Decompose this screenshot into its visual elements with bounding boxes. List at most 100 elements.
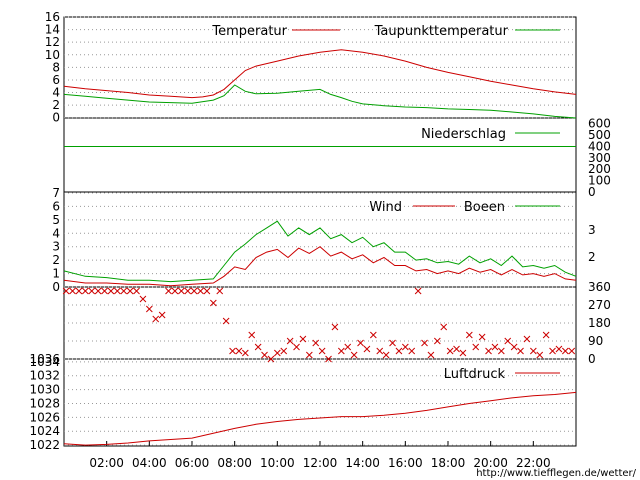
direction-point <box>165 287 172 295</box>
direction-point <box>299 335 307 343</box>
direction-point <box>69 287 76 295</box>
direction-point <box>113 287 121 295</box>
y-tick-label: 500 <box>588 128 611 142</box>
direction-point <box>280 347 288 355</box>
y-tick-label: 16 <box>45 10 60 24</box>
x-tick-label: 08:00 <box>217 456 252 470</box>
x-tick-label: 12:00 <box>303 456 338 470</box>
direction-point <box>510 343 518 351</box>
y-tick-label: 8 <box>52 60 60 74</box>
direction-point <box>433 337 441 345</box>
series-line-taupunkttemperatur <box>63 84 577 119</box>
legend-label-boeen: Boeen <box>464 200 505 215</box>
y-tick-label: 1036 <box>29 352 60 366</box>
footer-url: http://www.tiefflegen.de/wetter/ <box>476 468 636 479</box>
x-tick-label: 16:00 <box>388 456 423 470</box>
y-tick-label: 3 <box>52 240 60 254</box>
direction-point <box>267 355 275 363</box>
direction-point <box>101 287 108 295</box>
direction-point <box>549 347 556 355</box>
direction-point <box>357 339 364 347</box>
legends: Temperatur Taupunkttemperatur Niederschlag… <box>211 24 560 382</box>
direction-point <box>427 351 435 359</box>
direction-point <box>88 287 96 295</box>
direction-point <box>331 323 339 331</box>
y-tick-label: 4 <box>52 226 60 240</box>
legend-label-niederschlag: Niederschlag <box>421 127 506 142</box>
direction-point <box>171 287 179 295</box>
y-tick-label-right: 0 <box>588 352 596 366</box>
x-tick-label: 22:00 <box>516 456 551 470</box>
tick-labels: 02:00 04:00 06:00 08:00 10:00 12:00 14:00 16:00… <box>29 10 610 470</box>
direction-point <box>184 287 192 295</box>
series-line-luftdruck <box>63 391 577 446</box>
direction-point <box>561 347 569 355</box>
direction-point <box>401 343 409 351</box>
direction-point <box>139 295 147 303</box>
direction-point <box>421 339 428 347</box>
y-tick-label: 1026 <box>29 410 60 424</box>
direction-point <box>350 351 358 359</box>
x-tick-label: 02:00 <box>89 456 124 470</box>
y-tick-label: 1022 <box>29 438 60 452</box>
x-tick-label: 18:00 <box>431 456 466 470</box>
direction-point <box>305 351 313 359</box>
y-tick-label-right: 3 <box>588 223 596 237</box>
direction-point <box>254 343 262 351</box>
direction-point <box>216 287 224 295</box>
series-line-boeen <box>63 220 577 283</box>
legend-label-luftdruck: Luftdruck <box>444 367 506 382</box>
direction-point <box>248 331 256 339</box>
y-tick-label: 200 <box>588 162 611 176</box>
direction-point <box>286 337 294 345</box>
direction-point <box>395 347 403 355</box>
direction-point <box>497 347 505 355</box>
y-tick-label: 12 <box>45 35 60 49</box>
direction-point <box>478 333 486 341</box>
direction-point <box>485 347 492 355</box>
x-tick-label: 04:00 <box>132 456 167 470</box>
y-tick-label-right: 270 <box>588 298 611 312</box>
y-tick-label: 1034 <box>29 355 60 369</box>
y-tick-label: 14 <box>45 23 60 37</box>
direction-point <box>408 347 416 355</box>
direction-point <box>465 331 473 339</box>
direction-point <box>555 345 563 353</box>
y-tick-label: 7 <box>52 186 60 200</box>
y-tick-label-right: 180 <box>588 316 611 330</box>
y-tick-label: 600 <box>588 117 611 131</box>
direction-point <box>446 347 454 355</box>
y-tick-label: 300 <box>588 151 611 165</box>
direction-point <box>459 349 467 357</box>
direction-point <box>235 347 243 355</box>
y-tick-label: 1032 <box>29 369 60 383</box>
direction-point <box>190 287 198 295</box>
legend-label-wind: Wind <box>369 200 402 215</box>
direction-point <box>107 287 115 295</box>
direction-point <box>81 287 89 295</box>
direction-point <box>523 335 531 343</box>
y-tick-label: 5 <box>52 213 60 227</box>
y-tick-label: 0 <box>52 280 60 294</box>
direction-point <box>273 349 281 357</box>
direction-point <box>62 287 70 295</box>
direction-point <box>568 347 576 355</box>
direction-point <box>389 339 396 347</box>
y-tick-label: 6 <box>52 73 60 87</box>
y-tick-label: 0 <box>588 185 596 199</box>
direction-point <box>382 351 390 359</box>
direction-point <box>203 287 211 295</box>
x-tick-label: 14:00 <box>345 456 380 470</box>
direction-point <box>312 339 320 347</box>
direction-point <box>414 287 422 295</box>
direction-point <box>337 347 345 355</box>
y-tick-label: 2 <box>52 98 60 112</box>
x-tick-label: 20:00 <box>473 456 508 470</box>
direction-point <box>376 347 384 355</box>
y-tick-label: 1030 <box>29 383 60 397</box>
direction-point <box>529 347 537 355</box>
legend-label-taupunkttemperatur: Taupunkttemperatur <box>374 24 509 39</box>
direction-point <box>504 337 512 345</box>
x-tick-label: 10:00 <box>260 456 295 470</box>
direction-point <box>241 349 249 357</box>
